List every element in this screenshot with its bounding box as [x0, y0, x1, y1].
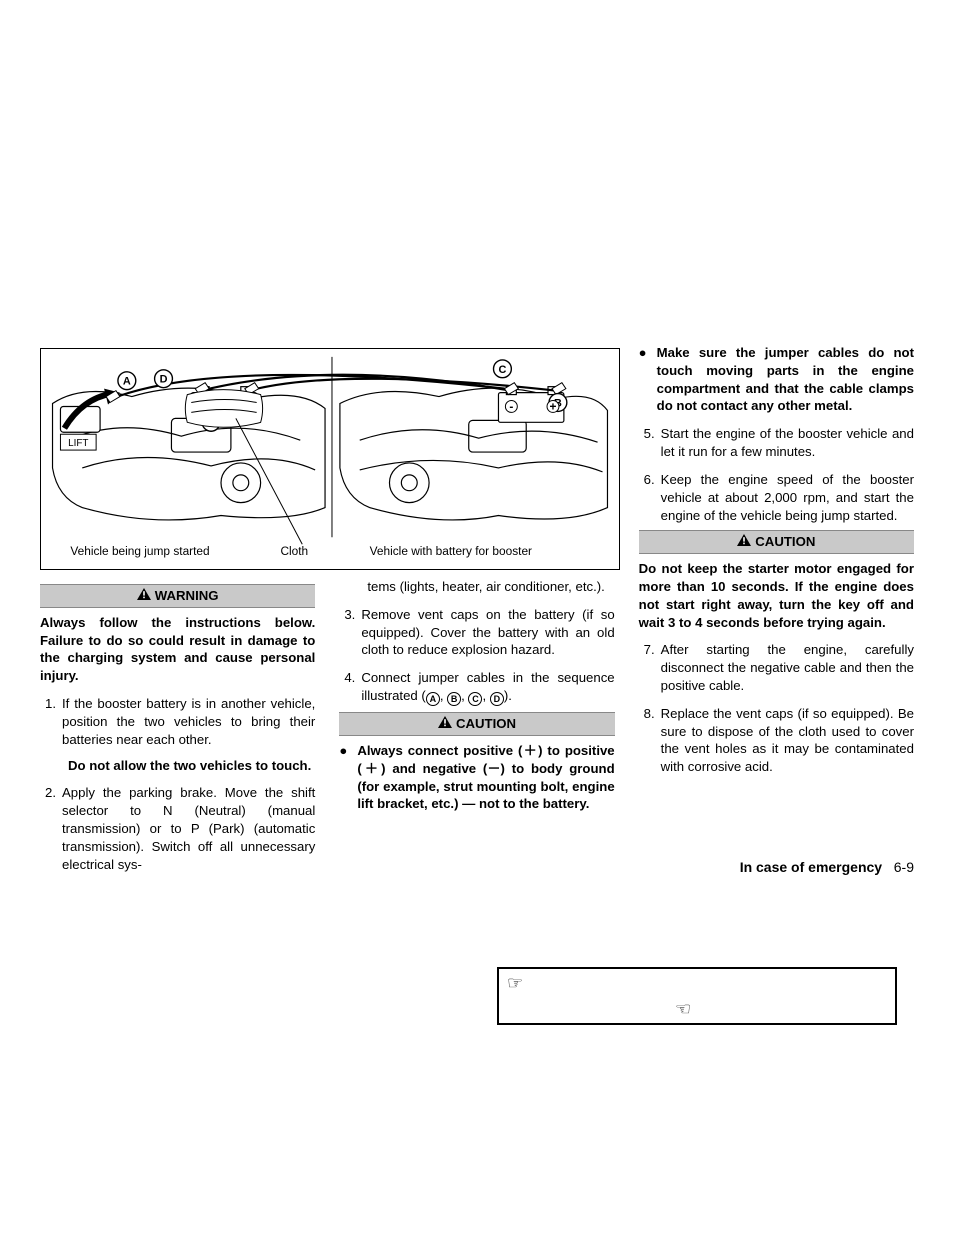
step-4: 4. Connect jumper cables in the sequence… — [339, 669, 614, 706]
warning-banner: WARNING — [40, 584, 315, 608]
step-body: If the booster battery is in another veh… — [62, 695, 315, 748]
step-num: 4. — [339, 669, 361, 706]
caution-text-2: Do not keep the starter motor engaged fo… — [639, 560, 914, 631]
step4-text-a: Connect jumper cables in the sequence il… — [361, 670, 614, 703]
jump-start-diagram: A A D B C - + - + — [40, 348, 620, 570]
warning-icon — [737, 533, 751, 551]
step-body: Remove vent caps on the battery (if so e… — [361, 606, 614, 659]
caution-bullet-2: ● Make sure the jumper cables do not tou… — [639, 344, 914, 415]
fig-right-caption: Vehicle with battery for booster — [370, 544, 532, 558]
seq-a-icon: A — [426, 692, 440, 706]
step-7: 7. After starting the engine, carefully … — [639, 641, 914, 694]
bullet-body: Make sure the jumper cables do not touch… — [657, 344, 914, 415]
step-body: After starting the engine, carefully dis… — [661, 641, 914, 694]
footer-page: 6-9 — [894, 859, 914, 875]
caution-label: CAUTION — [755, 533, 815, 551]
step4-text-b: ). — [504, 688, 512, 703]
caution-banner: CAUTION — [339, 712, 614, 736]
footer-section: In case of emergency — [740, 859, 882, 875]
caution-label: CAUTION — [456, 715, 516, 733]
warning-label: WARNING — [155, 587, 219, 605]
step-num: 1. — [40, 695, 62, 748]
step-2: 2. Apply the parking brake. Move the shi… — [40, 784, 315, 873]
pointer-left-icon: ☜ — [675, 999, 691, 1020]
step-body: Replace the vent caps (if so equipped). … — [661, 705, 914, 776]
step-num: 6. — [639, 471, 661, 524]
step-body: Start the engine of the booster vehicle … — [661, 425, 914, 461]
step-num: 8. — [639, 705, 661, 776]
lift-label: LIFT — [68, 438, 88, 449]
svg-text:A: A — [123, 376, 131, 388]
step-2-cont: tems (lights, heater, air conditioner, e… — [339, 578, 614, 596]
seq-d-icon: D — [490, 692, 504, 706]
caution-banner-2: CAUTION — [639, 530, 914, 554]
pointer-right-icon: ☞ — [507, 973, 523, 994]
step-6: 6. Keep the engine speed of the booster … — [639, 471, 914, 524]
step-num: 7. — [639, 641, 661, 694]
bullet-icon: ● — [639, 344, 657, 415]
step-1-sub: Do not allow the two vehicles to touch. — [40, 757, 315, 775]
bullet-body: Always connect positive (＋) to positive … — [357, 742, 614, 813]
warning-text: Always follow the instructions below. Fa… — [40, 614, 315, 685]
nav-box: ☞ ☜ — [497, 967, 897, 1025]
step-8: 8. Replace the vent caps (if so equipped… — [639, 705, 914, 776]
caution-bullet-1: ● Always connect positive (＋) to positiv… — [339, 742, 614, 813]
column-3: ● Make sure the jumper cables do not tou… — [639, 340, 914, 873]
seq-b-icon: B — [447, 692, 461, 706]
svg-text:-: - — [509, 399, 513, 413]
step-5: 5. Start the engine of the booster vehic… — [639, 425, 914, 461]
svg-text:+: + — [550, 399, 557, 413]
bullet-icon: ● — [339, 742, 357, 813]
diagram-svg: A A D B C - + - + — [41, 349, 619, 569]
svg-text:C: C — [498, 364, 506, 376]
step-3: 3. Remove vent caps on the battery (if s… — [339, 606, 614, 659]
seq-c-icon: C — [468, 692, 482, 706]
step-1: 1. If the booster battery is in another … — [40, 695, 315, 748]
step-num: 2. — [40, 784, 62, 873]
svg-text:D: D — [160, 374, 168, 386]
step-body: Connect jumper cables in the sequence il… — [361, 669, 614, 706]
page: A A D B C - + - + — [0, 0, 954, 1235]
step-num: 5. — [639, 425, 661, 461]
page-footer: In case of emergency 6-9 — [740, 859, 914, 875]
warning-icon — [438, 715, 452, 733]
step-body: Keep the engine speed of the booster veh… — [661, 471, 914, 524]
step-num: 3. — [339, 606, 361, 659]
fig-cloth-label: Cloth — [280, 544, 308, 558]
warning-icon — [137, 587, 151, 605]
step-body: Apply the parking brake. Move the shift … — [62, 784, 315, 873]
fig-left-caption: Vehicle being jump started — [70, 544, 209, 558]
